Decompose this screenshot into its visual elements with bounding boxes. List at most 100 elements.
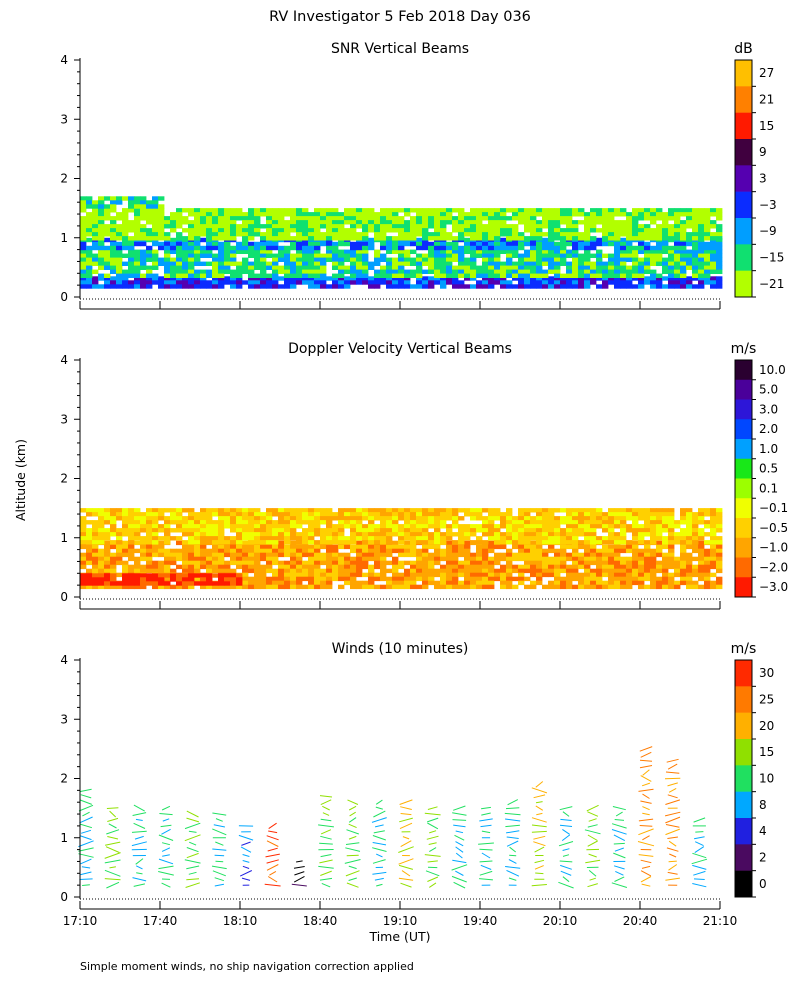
heatmap-cell (698, 540, 705, 546)
wind-barb (400, 806, 412, 810)
heatmap-cell (566, 580, 573, 586)
heatmap-cell (596, 269, 603, 274)
heatmap-cell (590, 216, 597, 221)
heatmap-cell (104, 265, 111, 270)
heatmap-cell (98, 204, 105, 209)
heatmap-cell (206, 245, 213, 251)
heatmap-cell (380, 236, 387, 241)
heatmap-cell (620, 584, 627, 590)
heatmap-cell (410, 236, 417, 241)
heatmap-cell (278, 584, 285, 590)
heatmap-cell (332, 540, 339, 545)
heatmap-cell (80, 520, 87, 525)
heatmap-cell (170, 560, 177, 566)
heatmap-cell (524, 241, 531, 247)
heatmap-cell (554, 568, 561, 574)
heatmap-cell (680, 212, 687, 217)
heatmap-cell (494, 228, 501, 233)
heatmap-cell (128, 245, 135, 251)
heatmap-cell (410, 224, 417, 229)
heatmap-cell (602, 512, 609, 517)
heatmap-cell (578, 520, 585, 525)
heatmap-cell (200, 548, 207, 554)
heatmap-cell (560, 232, 567, 237)
heatmap-cell (680, 241, 687, 247)
heatmap-cell (536, 273, 543, 278)
heatmap-cell (248, 261, 255, 266)
heatmap-cell (386, 220, 393, 225)
heatmap-cell (470, 556, 477, 562)
heatmap-cell (296, 536, 303, 541)
heatmap-cell (116, 224, 123, 229)
wind-barb (453, 805, 466, 811)
heatmap-cell (560, 544, 567, 550)
heatmap-cell (170, 224, 177, 229)
heatmap-cell (200, 220, 207, 225)
heatmap-cell (440, 520, 447, 525)
heatmap-cell (242, 556, 249, 562)
heatmap-cell (716, 516, 723, 521)
heatmap-cell (620, 284, 627, 289)
heatmap-cell (308, 568, 315, 574)
heatmap-cell (578, 245, 585, 251)
heatmap-cell (86, 220, 93, 225)
heatmap-cell (332, 261, 339, 266)
heatmap-cell (560, 532, 567, 537)
heatmap-cell (422, 576, 429, 582)
heatmap-cell (374, 528, 381, 533)
heatmap-cell (302, 208, 309, 213)
heatmap-cell (608, 544, 615, 550)
colorbar-label: 5.0 (759, 383, 778, 397)
heatmap-cell (92, 216, 99, 221)
heatmap-cell (410, 520, 417, 525)
wind-barb (639, 746, 653, 752)
heatmap-cell (626, 280, 633, 285)
heatmap-cell (464, 249, 471, 254)
heatmap-cell (560, 564, 567, 570)
wind-barb (508, 877, 517, 881)
heatmap-cell (404, 552, 411, 558)
heatmap-cell (182, 581, 189, 586)
wind-barb (345, 847, 361, 852)
heatmap-cell (596, 257, 603, 262)
heatmap-cell (380, 528, 387, 533)
heatmap-cell (530, 216, 537, 221)
heatmap-cell (416, 584, 423, 590)
heatmap-cell (644, 528, 651, 533)
heatmap-cell (470, 576, 477, 582)
wind-barb (638, 818, 654, 822)
wind-barb (531, 884, 547, 887)
heatmap-cell (542, 212, 549, 217)
heatmap-cell (284, 236, 291, 241)
wind-barb (348, 877, 357, 881)
heatmap-cell (518, 273, 525, 278)
heatmap-cell (686, 560, 693, 566)
heatmap-cell (254, 276, 261, 281)
heatmap-cell (500, 536, 507, 541)
heatmap-cell (494, 224, 501, 229)
heatmap-cell (284, 212, 291, 217)
heatmap-cell (146, 212, 153, 217)
heatmap-cell (578, 236, 585, 241)
heatmap-cell (602, 208, 609, 213)
heatmap-cell (344, 212, 351, 217)
heatmap-cell (302, 241, 309, 247)
heatmap-cell (524, 524, 531, 529)
heatmap-cell (530, 540, 537, 546)
heatmap-cell (536, 532, 543, 537)
colorbar-swatch (735, 870, 752, 898)
heatmap-cell (398, 540, 405, 545)
heatmap-cell (134, 257, 141, 262)
heatmap-cell (494, 253, 501, 258)
heatmap-cell (266, 580, 273, 586)
heatmap-cell (188, 520, 195, 525)
heatmap-cell (302, 232, 309, 237)
heatmap-cell (476, 216, 483, 221)
heatmap-cell (650, 508, 657, 513)
heatmap-cell (668, 228, 675, 233)
wind-barb (587, 840, 598, 847)
heatmap-cell (152, 524, 159, 529)
heatmap-cell (416, 253, 423, 258)
heatmap-cell (572, 516, 579, 521)
wind-barb (693, 817, 706, 823)
